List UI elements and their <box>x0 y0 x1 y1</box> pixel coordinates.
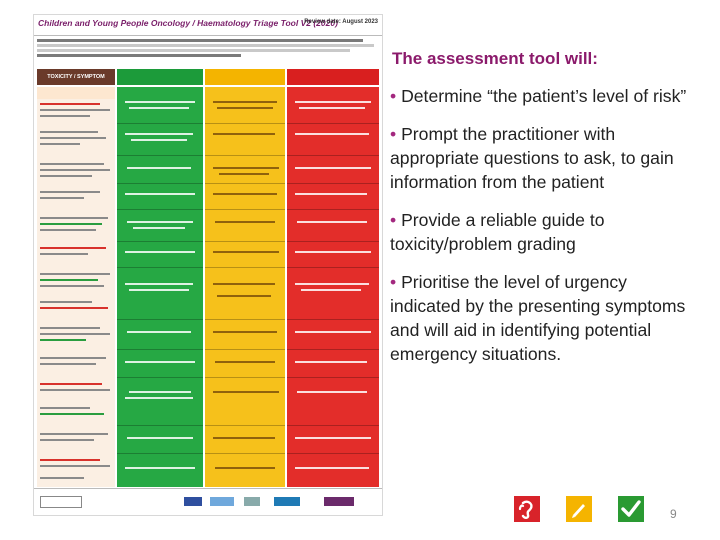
bullet-list: • Determine “the patient’s level of risk… <box>390 84 695 380</box>
review-date: Review date: August 2023 <box>304 19 378 25</box>
tool-header: Children and Young People Oncology / Hae… <box>34 15 382 36</box>
bullet-marker: • <box>390 210 397 230</box>
bullet-item: • Prompt the practitioner with appropria… <box>390 124 674 192</box>
bullet-item: • Provide a reliable guide to toxicity/p… <box>390 210 605 254</box>
panel-heading: The assessment tool will: <box>392 49 598 68</box>
bullet-item: • Determine “the patient’s level of risk… <box>390 86 687 106</box>
footer-box <box>40 496 82 508</box>
bullet-marker: • <box>390 272 397 292</box>
grid-header-red <box>287 69 379 85</box>
red-column <box>287 87 379 487</box>
bullet-marker: • <box>390 86 397 106</box>
bullet-item: • Prioritise the level of urgency indica… <box>390 272 686 364</box>
tool-title: Children and Young People Oncology / Hae… <box>38 18 338 28</box>
grid-header-label: TOXICITY / SYMPTOM <box>37 69 115 85</box>
pencil-icon <box>566 496 592 522</box>
bullet-marker: • <box>390 124 397 144</box>
tool-intro-text <box>37 37 377 65</box>
tool-footer <box>34 488 382 515</box>
green-column <box>117 87 203 487</box>
triage-tool-document: Children and Young People Oncology / Hae… <box>33 14 383 516</box>
ear-symbol-icon <box>514 496 540 522</box>
symptom-column <box>37 87 115 487</box>
amber-column <box>205 87 285 487</box>
slide-number: 9 <box>670 507 677 521</box>
checkmark-icon <box>618 496 644 522</box>
triage-grid: TOXICITY / SYMPTOM <box>37 69 379 489</box>
grid-header-amber <box>205 69 285 85</box>
grid-header-green <box>117 69 203 85</box>
